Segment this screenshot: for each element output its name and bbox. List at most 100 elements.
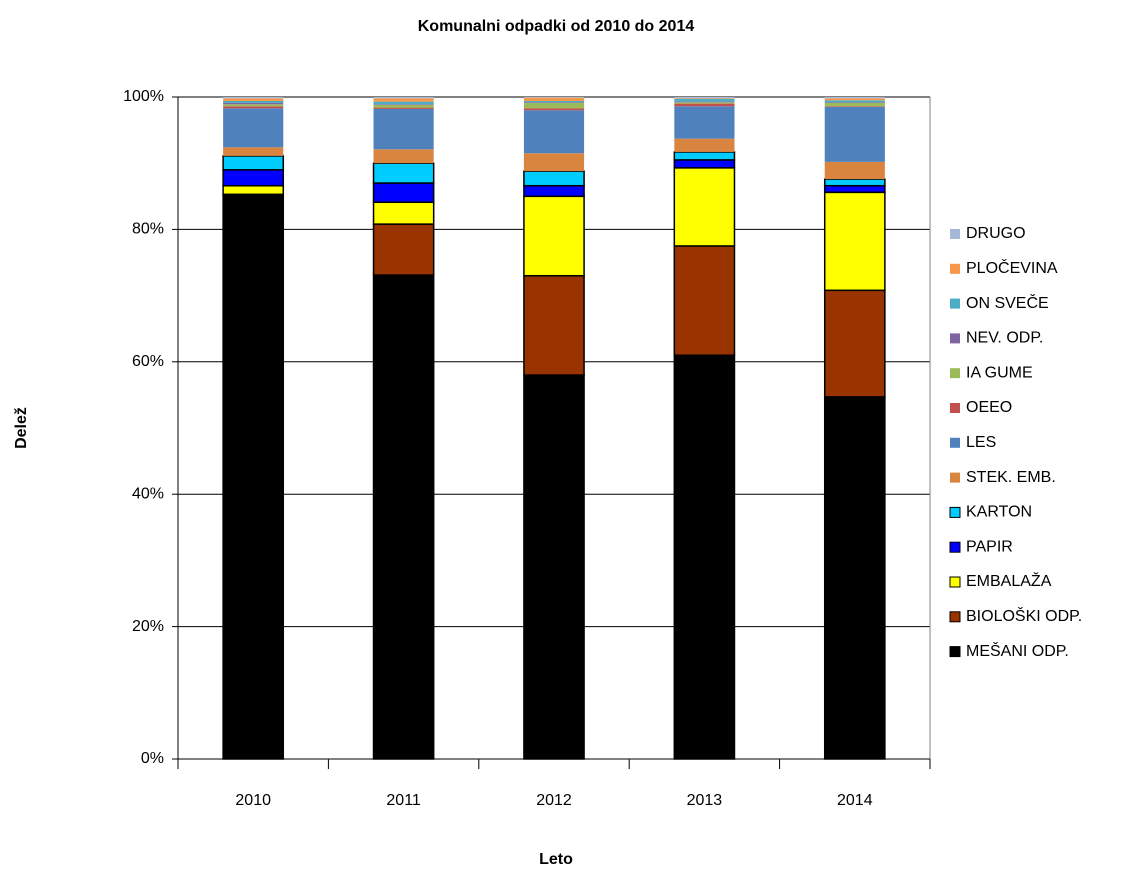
bar-segment (523, 184, 585, 198)
bar-segment (523, 102, 585, 109)
legend-marker (950, 333, 960, 344)
legend-label: OEEO (966, 399, 1012, 416)
bar-segment (823, 178, 886, 187)
bar-segment (824, 98, 885, 101)
bar-segment (223, 98, 284, 101)
bar-segment (372, 223, 435, 276)
legend-label: STEK. EMB. (966, 469, 1056, 486)
bar-segment (373, 149, 434, 164)
x-axis-label: Leto (539, 851, 573, 868)
bar-segment (223, 97, 284, 99)
y-tick-label: 0% (141, 750, 164, 767)
x-tick-label: 2011 (386, 792, 421, 809)
bar-segment (523, 170, 585, 187)
legend-label: LES (966, 434, 996, 451)
legend-label: NEV. ODP. (966, 330, 1043, 347)
bar-segment (523, 274, 585, 376)
bar-segment (673, 167, 736, 247)
bar-segment (223, 102, 284, 105)
bar-segment (222, 184, 285, 196)
bar-segment (674, 138, 735, 152)
legend-marker (949, 541, 961, 553)
legend-marker (950, 368, 960, 379)
legend-label: DRUGO (966, 225, 1026, 242)
x-tick-label: 2010 (235, 792, 271, 809)
bar-segment (674, 102, 735, 104)
bar-segment (373, 97, 434, 99)
bar-segment (373, 108, 434, 150)
bar-segment (824, 97, 885, 99)
bar-segment (523, 195, 585, 277)
bar-segment (373, 107, 434, 109)
bar-segment (372, 201, 435, 225)
bar-segment (222, 155, 285, 171)
bar-segment (373, 101, 434, 105)
bar-segment (823, 396, 886, 760)
legend-label: PLOČEVINA (966, 258, 1058, 277)
bar-segment (372, 182, 435, 204)
bar-segment (674, 106, 735, 139)
bar-segment (523, 110, 585, 154)
legend-marker (949, 646, 961, 658)
bar-segment (674, 103, 735, 107)
legend-label: MEŠANI ODP. (966, 641, 1069, 660)
x-tick-label: 2013 (687, 792, 723, 809)
x-tick-label: 2014 (837, 792, 873, 809)
bar-segment (373, 98, 434, 102)
bar-segment (673, 245, 736, 356)
bar-segment (823, 191, 886, 292)
bar-segment (674, 98, 735, 102)
bar-segment (823, 289, 886, 398)
y-axis-label: Delež (13, 407, 30, 449)
legend-marker (950, 472, 960, 483)
bar-segment (222, 193, 285, 760)
bar-segment (223, 106, 284, 109)
y-tick-label: 40% (132, 485, 164, 502)
legend-marker (950, 298, 960, 309)
legend-marker (950, 263, 960, 274)
bar-segment (824, 102, 885, 107)
bar-segment (223, 108, 284, 148)
bar-segment (824, 106, 885, 107)
bar-segment (373, 104, 434, 108)
chart-title: Komunalni odpadki od 2010 do 2014 (418, 18, 695, 35)
legend-label: PAPIR (966, 538, 1013, 555)
bar-segment (372, 162, 435, 184)
bar-segment (824, 161, 885, 180)
bar-segment (674, 98, 735, 99)
bar-segment (674, 97, 735, 99)
legend-marker (950, 403, 960, 413)
x-tick-label: 2012 (536, 792, 572, 809)
bar-segment (823, 184, 886, 194)
bar-segment (523, 97, 585, 101)
y-tick-label: 60% (132, 353, 164, 370)
bar-segment (824, 102, 885, 103)
bar-segment (523, 102, 585, 103)
legend-label: IA GUME (966, 364, 1033, 381)
legend-label: KARTON (966, 504, 1032, 521)
bar-segment (223, 147, 284, 156)
bar-segment (523, 153, 585, 172)
legend-marker (950, 229, 960, 239)
bar-segment (523, 374, 585, 760)
bar-segment (223, 104, 284, 107)
legend-marker (949, 506, 961, 518)
bar-segment (673, 159, 736, 169)
bar-segment (523, 100, 585, 103)
y-tick-label: 20% (132, 618, 164, 635)
legend-label: BIOLOŠKI ODP. (966, 606, 1082, 625)
y-tick-label: 80% (132, 221, 164, 238)
bar-segment (824, 100, 885, 103)
y-tick-label: 100% (123, 88, 164, 105)
bar-segment (222, 169, 285, 187)
legend-marker (949, 611, 961, 623)
bar-segment (673, 151, 736, 161)
bar-segment (523, 108, 585, 111)
legend-marker (950, 437, 960, 448)
bar-segment (223, 100, 284, 103)
legend-label: ON SVEČE (966, 293, 1049, 312)
bar-segment (674, 101, 735, 103)
legend-label: EMBALAŽA (966, 571, 1052, 590)
